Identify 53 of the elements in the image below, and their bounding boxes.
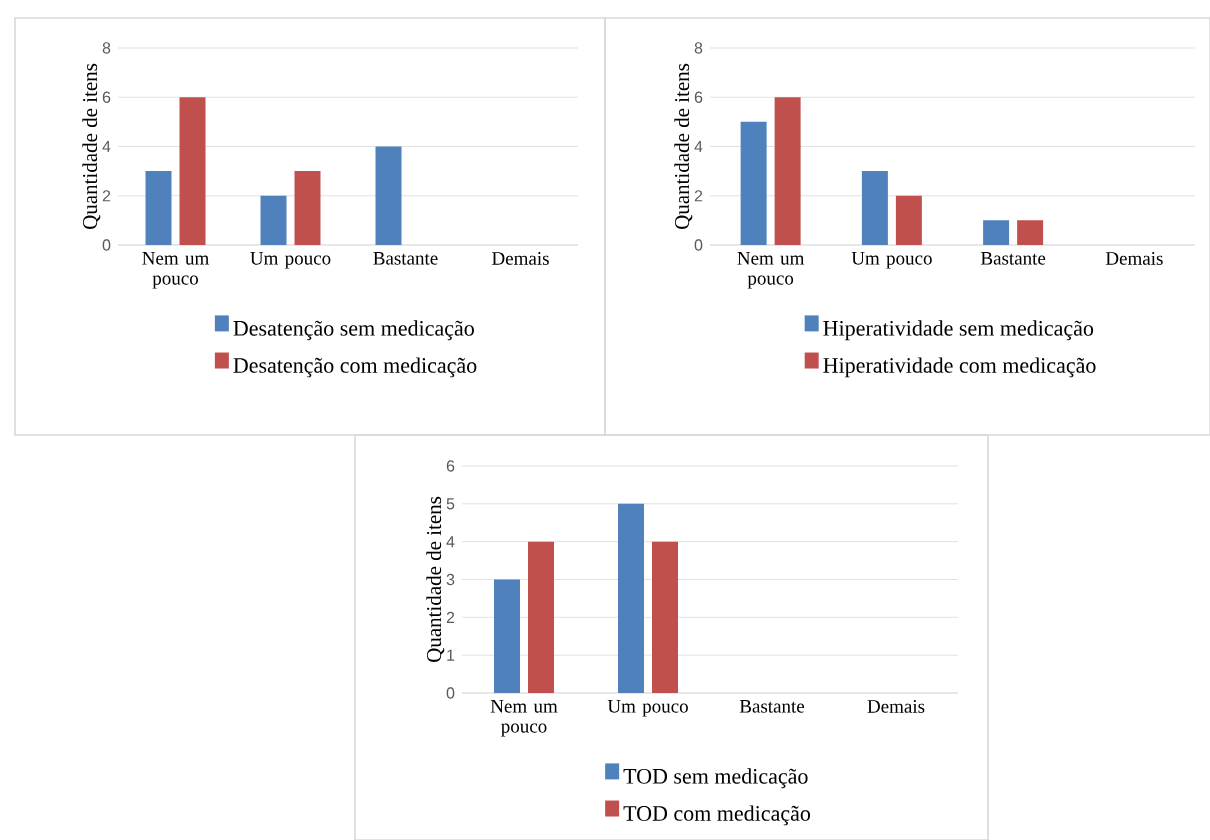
y-tick-label: 0 — [446, 687, 455, 699]
x-tick-label: Bastante — [373, 252, 438, 265]
x-tick-label: Bastante — [739, 700, 805, 713]
x-tick-label: Um pouco — [607, 700, 688, 717]
bar — [294, 171, 321, 245]
bar — [774, 97, 801, 245]
x-tick-label: Nem um pouco — [490, 700, 558, 737]
bar — [740, 121, 767, 245]
bar — [1017, 220, 1044, 245]
y-axis-title: Quantidade de itens — [82, 63, 101, 230]
y-axis-title: Quantidade de itens — [426, 496, 445, 663]
bar — [618, 503, 645, 693]
legend-label: Hiperatividade sem medicação — [823, 320, 1094, 341]
x-tick-label: Bastante — [980, 252, 1046, 265]
legend-label: Desatenção sem medicação — [233, 320, 474, 341]
y-tick-label: 2 — [446, 611, 455, 623]
y-axis-title: Quantidade de itens — [674, 63, 693, 230]
y-tick-label: 0 — [694, 239, 703, 251]
bar — [494, 579, 521, 693]
y-tick-label: 5 — [446, 498, 455, 510]
y-tick-label: 2 — [694, 190, 703, 202]
x-tick-label: Demais — [1105, 252, 1163, 265]
legend-label: TOD com medicação — [623, 805, 811, 826]
bar — [983, 220, 1010, 245]
y-tick-label: 6 — [446, 460, 455, 472]
y-tick-label: 4 — [446, 536, 455, 548]
x-tick-label: Um pouco — [250, 252, 331, 269]
y-tick-label: 4 — [694, 140, 703, 152]
bar — [895, 195, 922, 245]
x-tick-label: Um pouco — [851, 252, 932, 269]
y-tick-label: 6 — [694, 91, 703, 103]
x-tick-label: Demais — [492, 252, 549, 265]
bar — [652, 541, 679, 693]
x-tick-label: Nem um pouco — [737, 252, 805, 289]
bar — [260, 195, 287, 245]
legend-label: TOD sem medicação — [623, 768, 808, 789]
bar — [375, 146, 402, 245]
bar — [145, 171, 172, 245]
x-tick-label: Nem um pouco — [142, 252, 209, 289]
y-tick-label: 1 — [447, 649, 455, 661]
y-tick-label: 3 — [446, 573, 455, 586]
bar — [179, 97, 206, 245]
y-tick-label: 8 — [102, 42, 111, 54]
legend-label: Desatenção com medicação — [233, 357, 477, 378]
y-tick-label: 4 — [102, 140, 111, 152]
y-tick-label: 8 — [694, 42, 703, 54]
legend-label: Hiperatividade com medicação — [823, 357, 1096, 378]
y-tick-label: 2 — [102, 190, 111, 202]
bar — [528, 541, 555, 693]
y-tick-label: 6 — [102, 91, 111, 103]
x-tick-label: Demais — [867, 700, 925, 713]
bar — [861, 171, 888, 245]
y-tick-label: 0 — [102, 239, 111, 251]
